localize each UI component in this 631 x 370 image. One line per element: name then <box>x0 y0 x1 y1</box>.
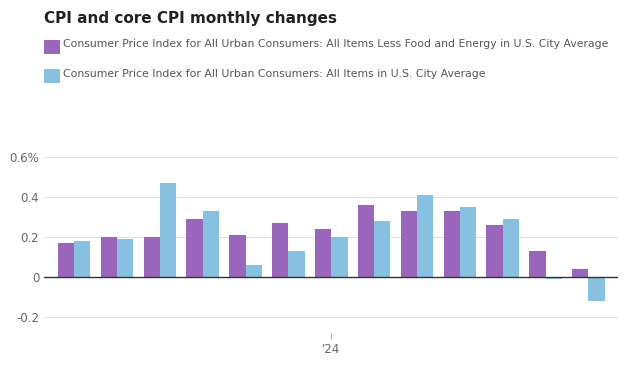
Bar <box>203 211 219 277</box>
Bar <box>58 243 74 277</box>
Bar <box>503 219 519 277</box>
Bar <box>529 251 546 277</box>
Text: Consumer Price Index for All Urban Consumers: All Items Less Food and Energy in : Consumer Price Index for All Urban Consu… <box>63 39 608 50</box>
Bar <box>117 239 133 277</box>
Bar <box>101 237 117 277</box>
Bar <box>245 265 262 277</box>
Bar <box>288 251 305 277</box>
Text: Consumer Price Index for All Urban Consumers: All Items in U.S. City Average: Consumer Price Index for All Urban Consu… <box>63 69 486 79</box>
Bar <box>74 241 90 277</box>
Bar <box>444 211 460 277</box>
Bar <box>272 223 288 277</box>
Bar <box>315 229 331 277</box>
Bar <box>144 237 160 277</box>
Bar <box>160 183 176 277</box>
Bar <box>401 211 417 277</box>
Bar <box>358 205 374 277</box>
Bar <box>417 195 433 277</box>
Bar <box>460 207 476 277</box>
Bar <box>331 237 348 277</box>
Bar <box>186 219 203 277</box>
Bar <box>546 277 562 279</box>
Bar <box>588 277 604 301</box>
Bar <box>572 269 588 277</box>
Text: CPI and core CPI monthly changes: CPI and core CPI monthly changes <box>44 11 337 26</box>
Bar <box>229 235 245 277</box>
Bar <box>487 225 503 277</box>
Bar <box>374 221 391 277</box>
